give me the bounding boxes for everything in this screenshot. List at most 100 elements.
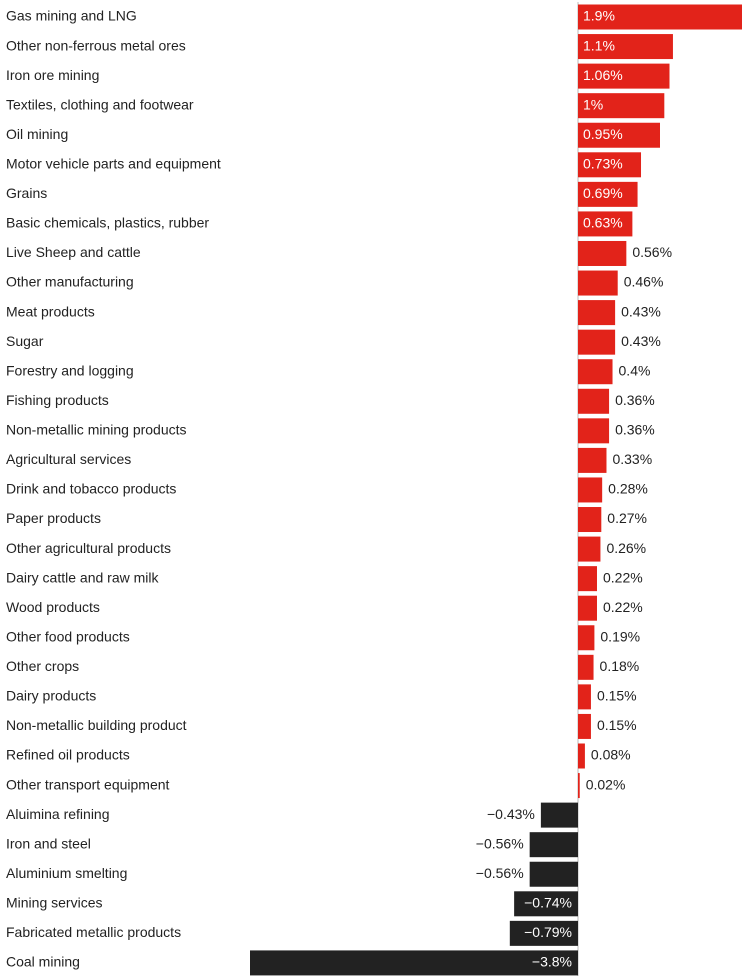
category-label: Other food products	[6, 628, 130, 644]
value-label: 1.06%	[583, 67, 623, 83]
value-label: −0.74%	[524, 895, 572, 911]
value-label: −0.43%	[487, 806, 535, 822]
category-label: Fishing products	[6, 392, 109, 408]
bar	[578, 477, 603, 503]
category-label: Oil mining	[6, 126, 68, 142]
value-label: 0.26%	[606, 540, 646, 556]
bar	[578, 4, 742, 30]
bar	[529, 861, 578, 887]
bar	[578, 211, 633, 237]
value-label: −0.56%	[476, 835, 524, 851]
bar	[578, 507, 602, 533]
bar	[578, 152, 642, 178]
category-label: Fabricated metallic products	[6, 924, 181, 940]
bar	[250, 950, 578, 976]
bar	[578, 329, 616, 355]
category-label: Basic chemicals, plastics, rubber	[6, 215, 209, 231]
bar	[578, 566, 597, 592]
value-label: 0.73%	[583, 156, 623, 172]
category-label: Mining services	[6, 895, 102, 911]
bar	[509, 920, 578, 946]
bar	[578, 388, 610, 414]
value-label: −0.56%	[476, 865, 524, 881]
category-label: Grains	[6, 185, 47, 201]
bar	[578, 63, 670, 89]
category-label: Dairy cattle and raw milk	[6, 569, 159, 585]
value-label: 0.69%	[583, 185, 623, 201]
value-label: 0.19%	[600, 628, 640, 644]
category-label: Meat products	[6, 303, 95, 319]
bar	[578, 418, 610, 444]
bar	[578, 654, 594, 680]
category-label: Wood products	[6, 599, 100, 615]
category-label: Paper products	[6, 510, 101, 526]
bar	[578, 300, 616, 326]
category-label: Aluminium smelting	[6, 865, 127, 881]
category-label: Coal mining	[6, 954, 80, 970]
category-label: Other manufacturing	[6, 274, 134, 290]
category-label: Other agricultural products	[6, 540, 171, 556]
value-label: 0.46%	[624, 274, 664, 290]
category-label: Forestry and logging	[6, 362, 134, 378]
value-label: 0.95%	[583, 126, 623, 142]
category-label: Gas mining and LNG	[6, 8, 137, 24]
category-label: Agricultural services	[6, 451, 131, 467]
bar	[578, 743, 585, 769]
bar	[514, 891, 578, 917]
category-label: Iron ore mining	[6, 67, 99, 83]
value-label: 0.63%	[583, 215, 623, 231]
bar	[529, 832, 578, 858]
bar	[578, 447, 607, 473]
category-label: Live Sheep and cattle	[6, 244, 141, 260]
bar	[578, 595, 597, 621]
category-label: Other transport equipment	[6, 776, 170, 792]
category-label: Drink and tobacco products	[6, 481, 176, 497]
value-label: 0.36%	[615, 392, 655, 408]
category-label: Refined oil products	[6, 747, 130, 763]
value-label: 0.15%	[597, 688, 637, 704]
value-label: 0.22%	[603, 599, 643, 615]
category-label: Aluimina refining	[6, 806, 110, 822]
category-label: Non-metallic mining products	[6, 422, 187, 438]
bar	[540, 802, 578, 828]
bar	[578, 122, 660, 148]
value-label: 0.15%	[597, 717, 637, 733]
value-label: 0.33%	[612, 451, 652, 467]
category-label: Sugar	[6, 333, 44, 349]
value-label: 0.4%	[619, 362, 651, 378]
value-label: 0.08%	[591, 747, 631, 763]
value-label: 0.18%	[600, 658, 640, 674]
category-label: Dairy products	[6, 688, 96, 704]
category-label: Other non-ferrous metal ores	[6, 37, 186, 53]
category-label: Non-metallic building product	[6, 717, 187, 733]
value-label: 0.43%	[621, 303, 661, 319]
value-label: 1.1%	[583, 37, 615, 53]
bar	[578, 34, 673, 60]
category-label: Iron and steel	[6, 835, 91, 851]
bar	[578, 181, 638, 207]
category-label: Motor vehicle parts and equipment	[6, 156, 221, 172]
bar	[578, 536, 601, 562]
bar	[578, 93, 665, 119]
bar	[578, 359, 613, 385]
bar	[578, 773, 580, 799]
value-label: 0.28%	[608, 481, 648, 497]
category-label: Textiles, clothing and footwear	[6, 96, 194, 112]
value-label: −0.79%	[524, 924, 572, 940]
category-label: Other crops	[6, 658, 79, 674]
value-label: 0.43%	[621, 333, 661, 349]
bar	[578, 270, 618, 296]
bar	[578, 625, 595, 651]
value-label: 0.22%	[603, 569, 643, 585]
value-label: 0.56%	[632, 244, 672, 260]
bar	[578, 684, 591, 710]
value-label: 1.9%	[583, 8, 615, 24]
value-label: −3.8%	[532, 954, 572, 970]
value-label: 1%	[583, 96, 603, 112]
value-label: 0.36%	[615, 422, 655, 438]
value-label: 0.02%	[586, 776, 626, 792]
bar	[578, 240, 627, 266]
bar	[578, 713, 591, 739]
value-label: 0.27%	[607, 510, 647, 526]
